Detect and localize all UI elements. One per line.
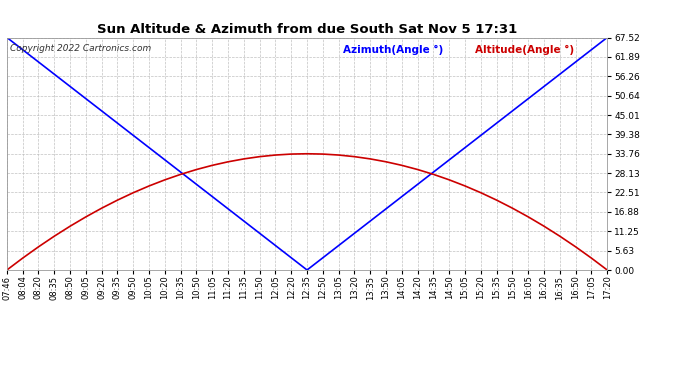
Text: Copyright 2022 Cartronics.com: Copyright 2022 Cartronics.com — [10, 45, 151, 54]
Title: Sun Altitude & Azimuth from due South Sat Nov 5 17:31: Sun Altitude & Azimuth from due South Sa… — [97, 23, 518, 36]
Text: Azimuth(Angle °): Azimuth(Angle °) — [343, 45, 443, 54]
Text: Altitude(Angle °): Altitude(Angle °) — [475, 45, 574, 54]
